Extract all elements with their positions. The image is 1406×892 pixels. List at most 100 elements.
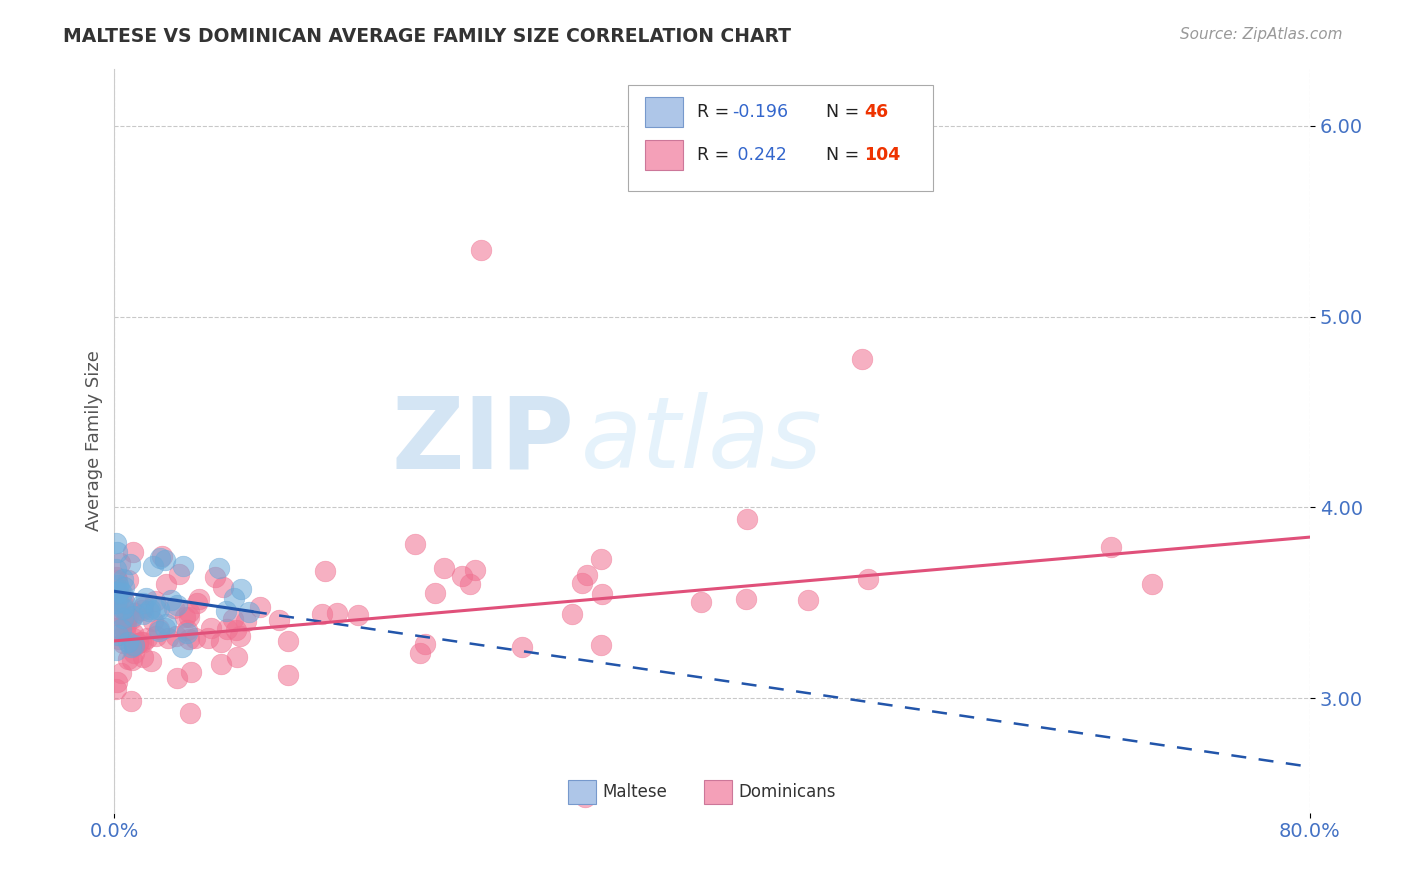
Point: [121, 632, 143, 646]
Point: [108, 632, 131, 646]
Point: [197, 631, 219, 645]
Point: [512, 640, 534, 654]
Point: [423, 586, 446, 600]
Point: [155, 621, 177, 635]
Point: [589, 638, 612, 652]
Point: [413, 637, 436, 651]
Y-axis label: Average Family Size: Average Family Size: [86, 351, 103, 531]
Point: [117, 652, 139, 666]
Point: [347, 608, 370, 623]
Point: [200, 621, 222, 635]
Text: Source: ZipAtlas.com: Source: ZipAtlas.com: [1180, 27, 1343, 42]
Point: [112, 580, 135, 594]
Point: [145, 601, 167, 615]
FancyBboxPatch shape: [645, 97, 683, 127]
Point: [165, 628, 187, 642]
Point: [115, 613, 138, 627]
Point: [136, 631, 159, 645]
Point: [132, 635, 155, 649]
Point: [211, 580, 233, 594]
FancyBboxPatch shape: [628, 85, 934, 191]
Point: [110, 666, 132, 681]
Point: [149, 551, 172, 566]
Point: [110, 586, 132, 600]
Point: [1140, 577, 1163, 591]
Point: [122, 625, 145, 640]
Point: [576, 567, 599, 582]
Point: [142, 614, 165, 628]
Point: [208, 561, 231, 575]
Point: [131, 599, 153, 614]
Point: [215, 604, 238, 618]
Point: [108, 582, 131, 597]
Point: [156, 631, 179, 645]
Point: [177, 632, 200, 646]
Point: [226, 649, 249, 664]
Point: [112, 600, 135, 615]
Point: [111, 595, 134, 609]
Point: [277, 634, 299, 648]
Point: [179, 706, 201, 720]
Text: 46: 46: [865, 103, 889, 120]
Point: [433, 560, 456, 574]
Point: [209, 634, 232, 648]
Point: [104, 597, 127, 611]
Text: ZIP: ZIP: [392, 392, 575, 489]
Point: [450, 569, 472, 583]
Point: [591, 552, 613, 566]
Point: [314, 564, 336, 578]
Point: [117, 573, 139, 587]
Point: [231, 582, 253, 596]
Point: [105, 544, 128, 558]
Point: [409, 646, 432, 660]
Point: [225, 623, 247, 637]
Point: [166, 671, 188, 685]
Point: [797, 592, 820, 607]
Point: [118, 557, 141, 571]
Point: [326, 606, 349, 620]
Point: [105, 682, 128, 697]
Point: [574, 790, 596, 805]
Point: [122, 545, 145, 559]
Point: [145, 629, 167, 643]
Point: [105, 674, 128, 689]
Point: [107, 607, 129, 621]
Point: [235, 615, 257, 629]
Point: [114, 623, 136, 637]
FancyBboxPatch shape: [568, 780, 596, 804]
Point: [120, 694, 142, 708]
Point: [176, 623, 198, 637]
Point: [120, 612, 142, 626]
Point: [108, 556, 131, 570]
Point: [172, 559, 194, 574]
Point: [132, 596, 155, 610]
Point: [155, 617, 177, 632]
Text: MALTESE VS DOMINICAN AVERAGE FAMILY SIZE CORRELATION CHART: MALTESE VS DOMINICAN AVERAGE FAMILY SIZE…: [63, 27, 792, 45]
Point: [148, 624, 170, 639]
Point: [138, 604, 160, 618]
Point: [131, 603, 153, 617]
Point: [238, 605, 260, 619]
Point: [180, 665, 202, 680]
Point: [117, 635, 139, 649]
Point: [111, 591, 134, 605]
Point: [148, 622, 170, 636]
Point: [458, 576, 481, 591]
Point: [163, 601, 186, 615]
Point: [124, 606, 146, 620]
Text: N =: N =: [825, 103, 865, 120]
Point: [127, 635, 149, 649]
Point: [217, 622, 239, 636]
Point: [104, 607, 127, 622]
Point: [143, 593, 166, 607]
Point: [186, 596, 208, 610]
Point: [135, 591, 157, 606]
Point: [139, 602, 162, 616]
Point: [107, 578, 129, 592]
Point: [229, 629, 252, 643]
Point: [166, 599, 188, 613]
Point: [104, 570, 127, 584]
Point: [1099, 540, 1122, 554]
FancyBboxPatch shape: [704, 780, 733, 804]
Text: -0.196: -0.196: [733, 103, 789, 120]
